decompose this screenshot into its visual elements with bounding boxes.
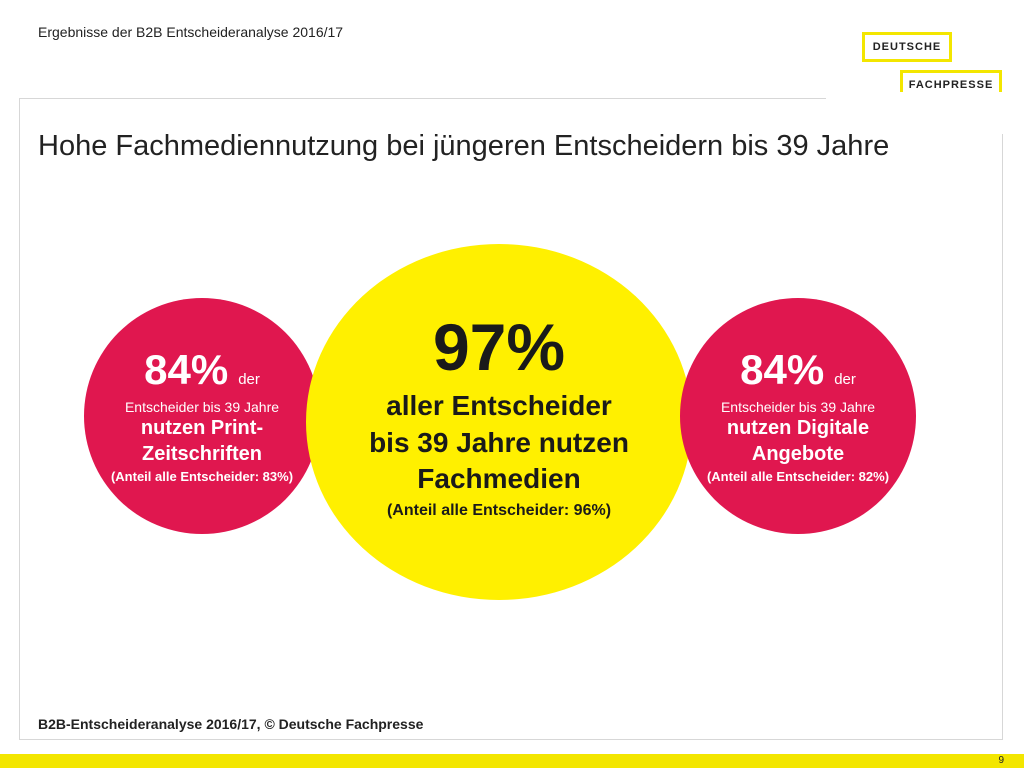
digital-line-2: Angebote <box>751 442 845 465</box>
header-text: Ergebnisse der B2B Entscheideranalyse 20… <box>38 24 344 40</box>
fachmedien-note: (Anteil alle Entscheider: 96%) <box>386 501 612 519</box>
print-usage-circle: 84% der Entscheider bis 39 Jahre nutzen … <box>84 298 320 534</box>
digital-percent-line: 84% der <box>740 345 856 393</box>
print-line-2: Zeitschriften <box>141 442 263 465</box>
print-sub: Entscheider bis 39 Jahre <box>124 398 280 415</box>
fachmedien-line-3: Fachmedien <box>417 463 581 495</box>
fachmedien-percent: 97% <box>432 310 566 385</box>
source-footer: B2B-Entscheideranalyse 2016/17, © Deutsc… <box>38 716 424 732</box>
digital-note: (Anteil alle Entscheider: 82%) <box>706 468 890 484</box>
digital-line-1: nutzen Digitale <box>726 416 870 439</box>
digital-usage-circle: 84% der Entscheider bis 39 Jahre nutzen … <box>680 298 916 534</box>
print-percent-line: 84% der <box>144 345 260 393</box>
deutsche-fachpresse-logo: DEUTSCHE FACHPRESSE <box>862 32 1004 100</box>
fachmedien-line-1: aller Entscheider <box>386 390 612 422</box>
page-number: 9 <box>998 755 1004 766</box>
digital-der: der <box>834 370 856 388</box>
slide-title: Hohe Fachmediennutzung bei jüngeren Ents… <box>38 130 890 162</box>
print-percent: 84% <box>144 345 229 393</box>
content-frame <box>19 98 1003 740</box>
print-note: (Anteil alle Entscheider: 83%) <box>110 468 294 484</box>
fachmedien-line-2: bis 39 Jahre nutzen <box>369 426 629 458</box>
digital-sub: Entscheider bis 39 Jahre <box>720 398 876 415</box>
digital-percent: 84% <box>740 345 825 393</box>
bottom-bar <box>0 754 1024 768</box>
frame-gap <box>826 92 1006 134</box>
fachmedien-usage-circle: 97% aller Entscheider bis 39 Jahre nutze… <box>306 244 692 600</box>
print-line-1: nutzen Print- <box>140 416 264 439</box>
print-der: der <box>238 370 260 388</box>
logo-line-1: DEUTSCHE <box>862 32 952 62</box>
